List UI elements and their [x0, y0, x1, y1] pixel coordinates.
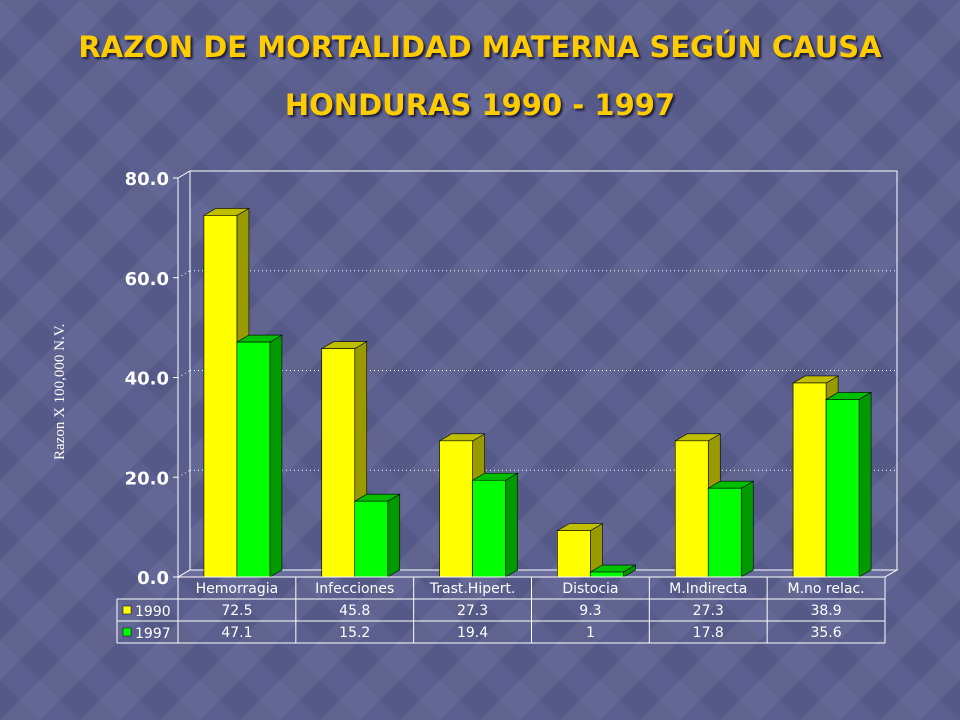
bar-front [674, 440, 709, 578]
bar-side [740, 480, 754, 578]
y-tick-label: 80.0 [125, 169, 169, 190]
bar-side [269, 334, 283, 578]
data-value: 1 [586, 625, 595, 641]
bar-1990-0 [202, 207, 251, 578]
data-value: 47.1 [221, 625, 252, 641]
bar-front [321, 348, 356, 578]
category-label: Distocia [562, 581, 618, 597]
bar-1997-3 [589, 564, 637, 578]
category-label: Hemorragia [196, 581, 279, 597]
data-value: 19.4 [457, 625, 488, 641]
chart-left-wall [177, 170, 191, 578]
y-tick-label: 20.0 [125, 468, 169, 489]
category-label: M.Indirecta [669, 581, 747, 597]
data-value: 15.2 [339, 625, 370, 641]
bar-front [439, 440, 473, 578]
data-value: 9.3 [579, 603, 601, 619]
data-value: 27.3 [457, 603, 488, 619]
category-label: Trast.Hipert. [429, 581, 516, 597]
legend-swatch-1990 [122, 605, 132, 615]
data-value: 35.6 [810, 625, 841, 641]
category-label: Infecciones [315, 581, 394, 597]
bar-side [505, 472, 518, 578]
chart-floor [176, 569, 899, 578]
y-tick-label: 0.0 [137, 568, 169, 589]
bar-front [236, 341, 271, 578]
bar-1990-3 [556, 523, 604, 578]
bar-1997-4 [707, 480, 755, 578]
data-value: 45.8 [339, 603, 370, 619]
legend-swatch-1997 [122, 627, 132, 637]
bar-1990-1 [320, 341, 368, 578]
bar-front [354, 500, 389, 578]
bar-side [858, 391, 872, 578]
chart-subtitle: HONDURAS 1990 - 1997 [284, 88, 676, 122]
legend-label-1990: 1990 [135, 604, 171, 620]
category-label: M.no relac. [788, 581, 865, 597]
bar-front [707, 487, 742, 578]
data-value: 27.3 [693, 603, 724, 619]
y-tick-label: 40.0 [125, 369, 169, 390]
bar-1997-5 [824, 391, 873, 578]
bar-1997-1 [353, 493, 401, 578]
y-tick-label: 60.0 [125, 269, 169, 290]
bar-side [387, 493, 401, 578]
chart-title: RAZON DE MORTALIDAD MATERNA SEGÚN CAUSA [78, 30, 882, 64]
bar-1997-0 [235, 334, 284, 578]
data-value: 17.8 [693, 625, 724, 641]
bar-front [557, 530, 591, 578]
data-value: 72.5 [221, 603, 252, 619]
bar-front [825, 399, 860, 578]
bar-front [472, 479, 506, 578]
data-value: 38.9 [810, 603, 841, 619]
bar-front [203, 215, 238, 578]
bar-1997-2 [471, 472, 519, 578]
legend-label-1997: 1997 [135, 626, 171, 642]
bar-front [590, 571, 624, 578]
bar-front [792, 382, 827, 578]
